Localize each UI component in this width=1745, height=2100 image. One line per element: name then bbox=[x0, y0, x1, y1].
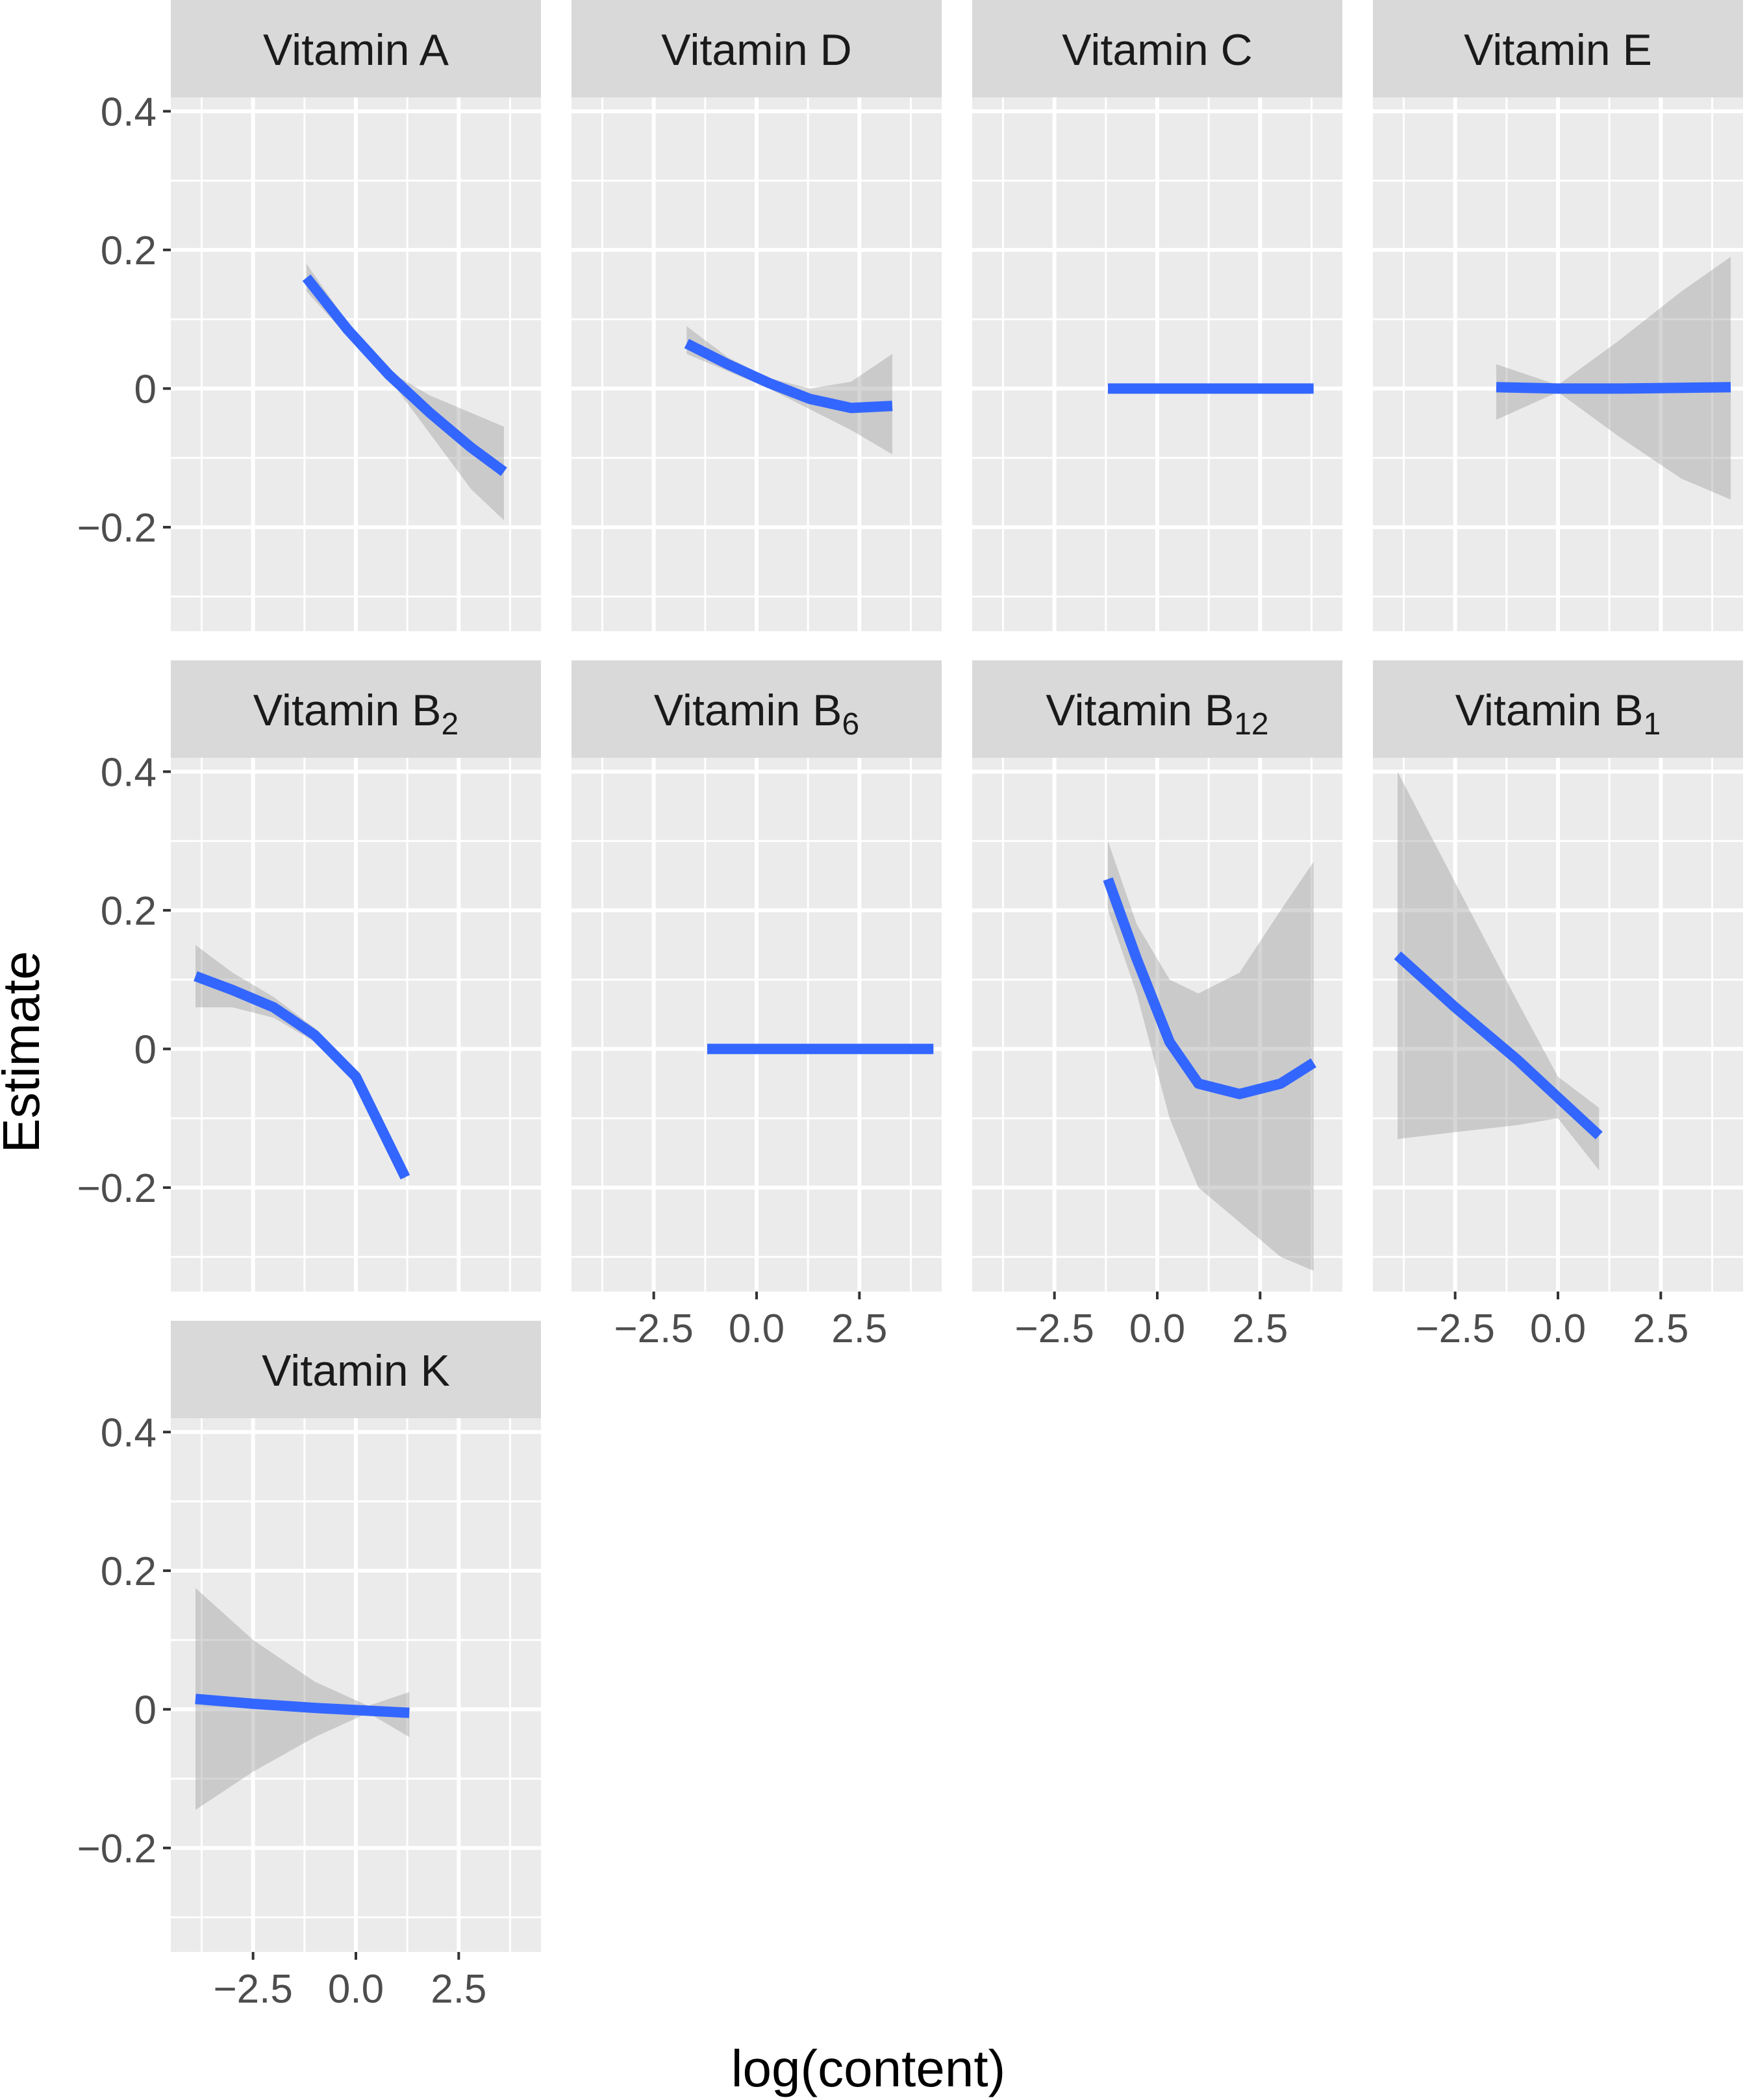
strip-title: Vitamin K bbox=[262, 1346, 450, 1395]
fit-line bbox=[1394, 951, 1603, 1140]
y-tick-label: 0.2 bbox=[101, 229, 157, 273]
facet-panels: Vitamin A −0.2 0 0.2 0.4 Vitamin D Vitamin C Vi… bbox=[77, 0, 1743, 2012]
strip-title: Vitamin E bbox=[1464, 25, 1652, 75]
confidence-band bbox=[1496, 256, 1731, 500]
strip-title-subscript: 1 bbox=[1644, 707, 1661, 742]
strip-background bbox=[972, 0, 1342, 97]
x-tick-label: 2.5 bbox=[831, 1306, 887, 1351]
y-tick-label: 0.4 bbox=[101, 1410, 157, 1455]
x-tick-label: −2.5 bbox=[1014, 1306, 1094, 1351]
x-tick-label: 2.5 bbox=[431, 1967, 486, 2012]
strip-title: Vitamin B12 bbox=[1046, 686, 1268, 742]
panel-7: Vitamin B1 −2.5 0.0 2.5 bbox=[1373, 660, 1743, 1351]
strip-background bbox=[1373, 0, 1743, 97]
strip-title-subscript: 12 bbox=[1234, 707, 1268, 742]
y-tick-label: 0 bbox=[134, 367, 157, 412]
x-tick-label: 0.0 bbox=[729, 1306, 785, 1351]
strip-background bbox=[1373, 660, 1743, 758]
x-tick-label: −2.5 bbox=[614, 1306, 693, 1351]
y-tick-label: 0 bbox=[134, 1027, 157, 1072]
strip-title: Vitamin B2 bbox=[253, 686, 458, 742]
strip-background bbox=[571, 660, 942, 758]
strip-background bbox=[571, 0, 942, 97]
y-tick-label: −0.2 bbox=[77, 506, 157, 551]
fit-line bbox=[1496, 382, 1731, 394]
y-tick-label: 0.4 bbox=[101, 90, 157, 134]
y-tick-label: −0.2 bbox=[77, 1166, 157, 1211]
strip-background bbox=[171, 1321, 541, 1418]
strip-background bbox=[171, 660, 541, 758]
y-tick-label: 0.2 bbox=[101, 1549, 157, 1594]
strip-background bbox=[972, 660, 1342, 758]
panel-4: Vitamin B2 −0.2 0 0.2 0.4 bbox=[77, 660, 541, 1292]
fit-line bbox=[302, 274, 507, 476]
strip-title: Vitamin D bbox=[661, 25, 852, 75]
panel-1: Vitamin D bbox=[571, 0, 942, 631]
fit-line bbox=[684, 338, 893, 414]
confidence-band bbox=[195, 945, 405, 1181]
strip-background bbox=[171, 0, 541, 97]
x-tick-label: 2.5 bbox=[1232, 1306, 1288, 1351]
y-axis-title: Estimate bbox=[0, 951, 50, 1153]
y-tick-label: 0 bbox=[134, 1688, 157, 1732]
x-tick-label: 0.0 bbox=[328, 1967, 384, 2012]
strip-title: Vitamin C bbox=[1062, 25, 1253, 75]
confidence-band bbox=[1108, 841, 1314, 1271]
x-tick-label: 0.0 bbox=[1530, 1306, 1586, 1351]
strip-title-subscript: 2 bbox=[442, 707, 459, 742]
strip-title-subscript: 6 bbox=[842, 707, 860, 742]
x-tick-label: −2.5 bbox=[213, 1967, 292, 2012]
x-tick-label: 2.5 bbox=[1633, 1306, 1689, 1351]
x-tick-label: 0.0 bbox=[1129, 1306, 1185, 1351]
panel-0: Vitamin A −0.2 0 0.2 0.4 bbox=[77, 0, 541, 631]
strip-title: Vitamin B1 bbox=[1455, 686, 1661, 742]
strip-title: Vitamin A bbox=[263, 25, 449, 75]
x-axis-title: log(content) bbox=[731, 2040, 1005, 2097]
panel-2: Vitamin C bbox=[972, 0, 1342, 631]
panel-3: Vitamin E bbox=[1373, 0, 1743, 631]
panel-8: Vitamin K −0.2 0 0.2 0.4 −2.5 0.0 2.5 bbox=[77, 1321, 541, 2012]
panel-5: Vitamin B6 −2.5 0.0 2.5 bbox=[571, 660, 942, 1351]
strip-title: Vitamin B6 bbox=[654, 686, 859, 742]
panel-6: Vitamin B12 −2.5 0.0 2.5 bbox=[972, 660, 1342, 1351]
confidence-band bbox=[1398, 771, 1600, 1171]
fit-line bbox=[1103, 877, 1316, 1099]
y-tick-label: 0.4 bbox=[101, 750, 157, 795]
x-tick-label: −2.5 bbox=[1415, 1306, 1494, 1351]
y-tick-label: 0.2 bbox=[101, 889, 157, 934]
fit-line bbox=[195, 1694, 410, 1718]
fit-line bbox=[194, 971, 410, 1180]
confidence-band bbox=[195, 1588, 410, 1810]
y-tick-label: −0.2 bbox=[77, 1827, 157, 1871]
